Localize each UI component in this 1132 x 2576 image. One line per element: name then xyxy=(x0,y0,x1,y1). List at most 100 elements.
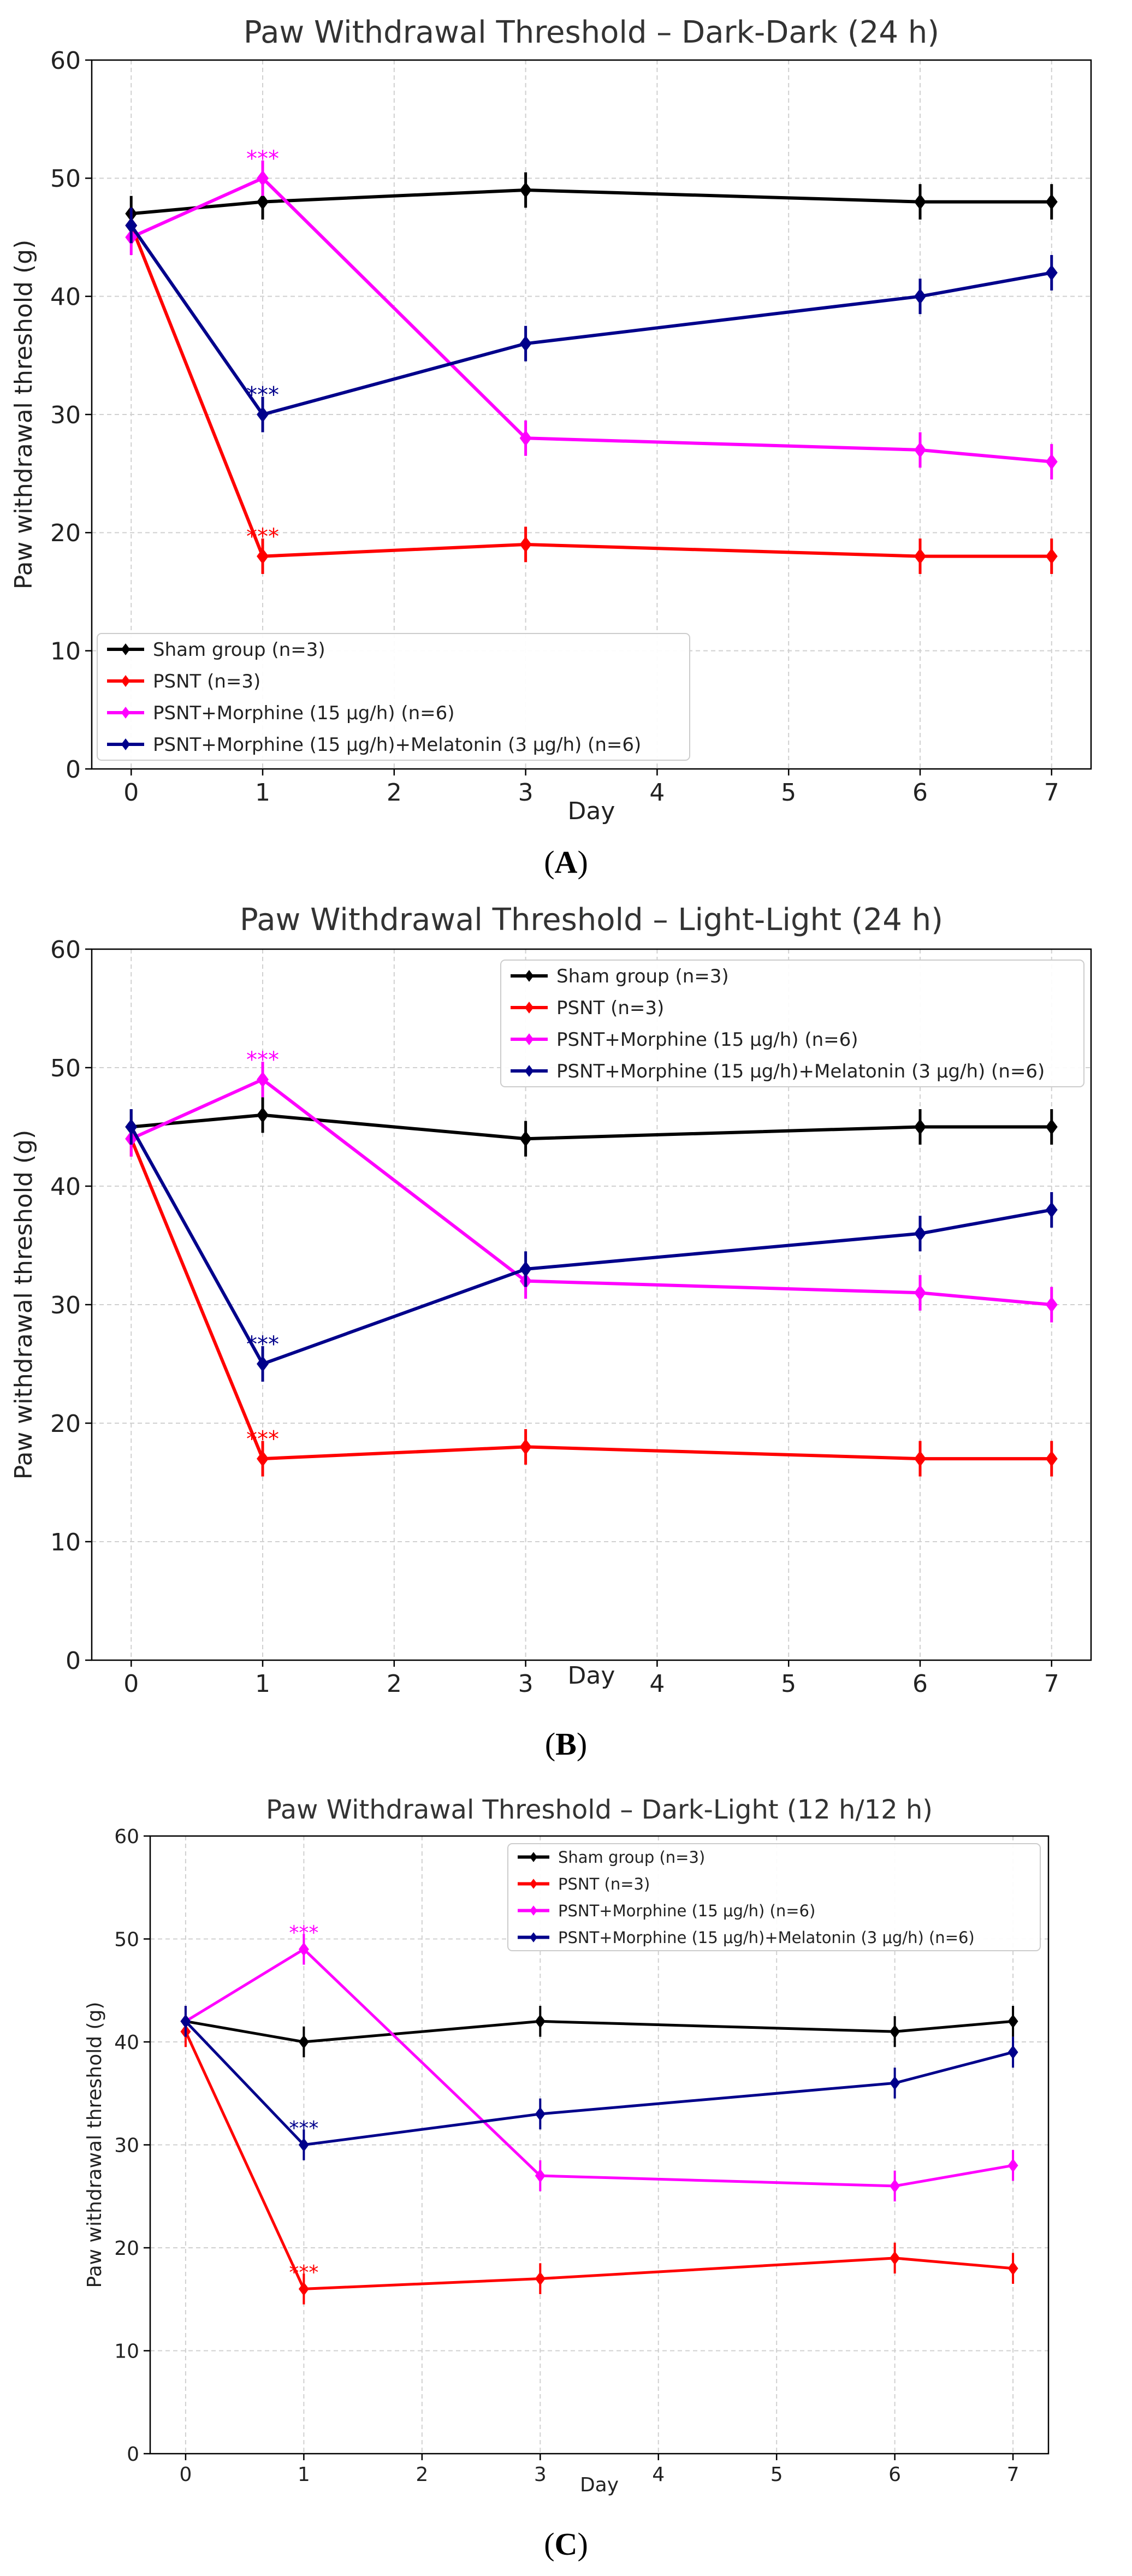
x-tick-label: 2 xyxy=(416,2464,428,2486)
y-tick-label: 40 xyxy=(50,1173,81,1201)
significance-annotation: *** xyxy=(289,1922,318,1944)
legend-entry: PSNT (n=3) xyxy=(511,997,664,1019)
legend-label: PSNT+Morphine (15 μg/h) (n=6) xyxy=(153,702,455,724)
series-line xyxy=(129,1138,1052,1461)
legend-label: PSNT+Morphine (15 μg/h)+Melatonin (3 μg/… xyxy=(558,1928,975,1947)
legend-swatch-marker xyxy=(121,738,131,750)
chart-c-series-3 xyxy=(180,2006,1018,2160)
data-point xyxy=(914,1118,926,1135)
legend-swatch-marker xyxy=(524,1002,534,1014)
legend-swatch-marker xyxy=(121,675,131,687)
legend-entry: PSNT+Morphine (15 μg/h) (n=6) xyxy=(511,1029,858,1051)
data-point xyxy=(914,1225,926,1242)
data-point xyxy=(914,288,926,305)
series-line xyxy=(131,176,1052,464)
chart-b-legend: Sham group (n=3) PSNT (n=3) PSNT+Morphine … xyxy=(500,960,1084,1087)
data-point xyxy=(1007,2045,1018,2059)
data-point xyxy=(1045,1201,1058,1218)
data-point xyxy=(914,1450,926,1467)
data-point xyxy=(914,442,926,458)
legend-entry: PSNT+Morphine (15 μg/h)+Melatonin (3 μg/… xyxy=(107,734,641,756)
y-tick-label: 50 xyxy=(114,1928,139,1951)
data-point xyxy=(519,335,532,352)
chart-b-title: Paw Withdrawal Threshold – Light-Light (… xyxy=(240,902,943,938)
y-tick-label: 20 xyxy=(114,2237,139,2260)
legend-label: PSNT+Morphine (15 μg/h)+Melatonin (3 μg/… xyxy=(556,1061,1045,1082)
series-line xyxy=(131,1077,1052,1306)
x-tick-label: 4 xyxy=(649,1670,665,1698)
chart-a-caption: (A) xyxy=(0,844,1132,880)
legend-label: PSNT+Morphine (15 μg/h) (n=6) xyxy=(556,1029,858,1051)
series-line xyxy=(185,2020,1014,2044)
x-tick-label: 5 xyxy=(781,1670,796,1698)
chart-b-xlabel: Day xyxy=(568,1662,615,1690)
data-point xyxy=(1045,193,1058,210)
legend-swatch-marker xyxy=(524,1033,534,1045)
data-point xyxy=(890,2251,900,2265)
legend-entry: PSNT (n=3) xyxy=(518,1875,650,1893)
legend-label: Sham group (n=3) xyxy=(153,639,325,661)
data-point xyxy=(1045,1118,1058,1135)
chart-c-caption: (C) xyxy=(0,2526,1132,2562)
y-tick-label: 60 xyxy=(50,47,81,75)
x-tick-label: 5 xyxy=(771,2464,783,2486)
legend-box xyxy=(97,633,690,761)
significance-annotation: *** xyxy=(289,2261,318,2284)
data-point xyxy=(257,193,269,210)
y-tick-label: 0 xyxy=(66,1647,81,1675)
y-tick-label: 50 xyxy=(50,1055,81,1082)
chart-panel-b: 0 1 2 3 4 5 6 7 0 10 20 30 40 50 60 Paw Withdrawal Thre… xyxy=(0,901,1132,1780)
x-tick-label: 1 xyxy=(298,2464,310,2486)
legend-label: Sham group (n=3) xyxy=(556,966,729,987)
y-tick-label: 0 xyxy=(66,756,81,784)
chart-b-series-0 xyxy=(125,1097,1058,1157)
y-tick-label: 30 xyxy=(50,401,81,429)
chart-a-caption-close: ) xyxy=(577,844,588,880)
x-tick-label: 1 xyxy=(255,779,270,807)
x-tick-label: 0 xyxy=(123,1670,139,1698)
data-point xyxy=(1045,548,1058,565)
data-point xyxy=(1045,1296,1058,1313)
series-line xyxy=(184,2031,1014,2290)
data-point xyxy=(535,2107,546,2121)
x-tick-label: 2 xyxy=(387,1670,402,1698)
chart-c-ylabel: Paw withdrawal threshold (g) xyxy=(84,2001,106,2288)
legend-entry: PSNT+Morphine (15 μg/h) (n=6) xyxy=(107,702,455,724)
data-point xyxy=(519,182,532,198)
legend-label: PSNT (n=3) xyxy=(556,997,664,1019)
data-point xyxy=(890,2024,900,2039)
x-tick-label: 2 xyxy=(387,779,402,807)
chart-a-ylabel: Paw withdrawal threshold (g) xyxy=(10,240,38,589)
chart-c-caption-open: ( xyxy=(544,2526,555,2562)
chart-panel-c: 0 1 2 3 4 5 6 7 0 10 20 30 40 50 60 Paw Withdrawal Thre… xyxy=(0,1780,1132,2576)
chart-c-series-2 xyxy=(180,1934,1018,2202)
x-tick-label: 5 xyxy=(781,779,796,807)
y-tick-label: 40 xyxy=(50,283,81,311)
chart-c-legend: Sham group (n=3) PSNT (n=3) PSNT+Morphine … xyxy=(507,1843,1041,1951)
y-tick-label: 0 xyxy=(127,2443,139,2466)
data-point xyxy=(519,1261,532,1277)
y-tick-label: 50 xyxy=(50,165,81,193)
x-tick-label: 1 xyxy=(255,1670,270,1698)
x-tick-label: 7 xyxy=(1044,1670,1059,1698)
data-point xyxy=(914,548,926,565)
chart-c-title: Paw Withdrawal Threshold – Dark-Light (1… xyxy=(266,1795,933,1825)
data-point xyxy=(1007,2261,1018,2276)
chart-a-series-3 xyxy=(125,208,1058,433)
data-point xyxy=(257,548,269,565)
data-point xyxy=(257,406,269,423)
data-point xyxy=(535,2271,546,2286)
chart-a-xlabel: Day xyxy=(568,797,615,825)
y-tick-label: 20 xyxy=(50,1410,81,1438)
legend-entry: Sham group (n=3) xyxy=(107,639,325,661)
significance-annotation: *** xyxy=(246,1332,279,1357)
chart-b-series-3 xyxy=(125,1109,1058,1382)
chart-b-caption-letter: B xyxy=(555,1726,577,1762)
x-tick-label: 4 xyxy=(649,779,665,807)
significance-annotation: *** xyxy=(289,2117,318,2140)
chart-b-caption-close: ) xyxy=(576,1726,588,1762)
x-tick-label: 7 xyxy=(1007,2464,1020,2486)
y-tick-label: 10 xyxy=(114,2340,139,2362)
chart-b-caption-open: ( xyxy=(544,1726,556,1762)
data-point xyxy=(125,1118,138,1135)
